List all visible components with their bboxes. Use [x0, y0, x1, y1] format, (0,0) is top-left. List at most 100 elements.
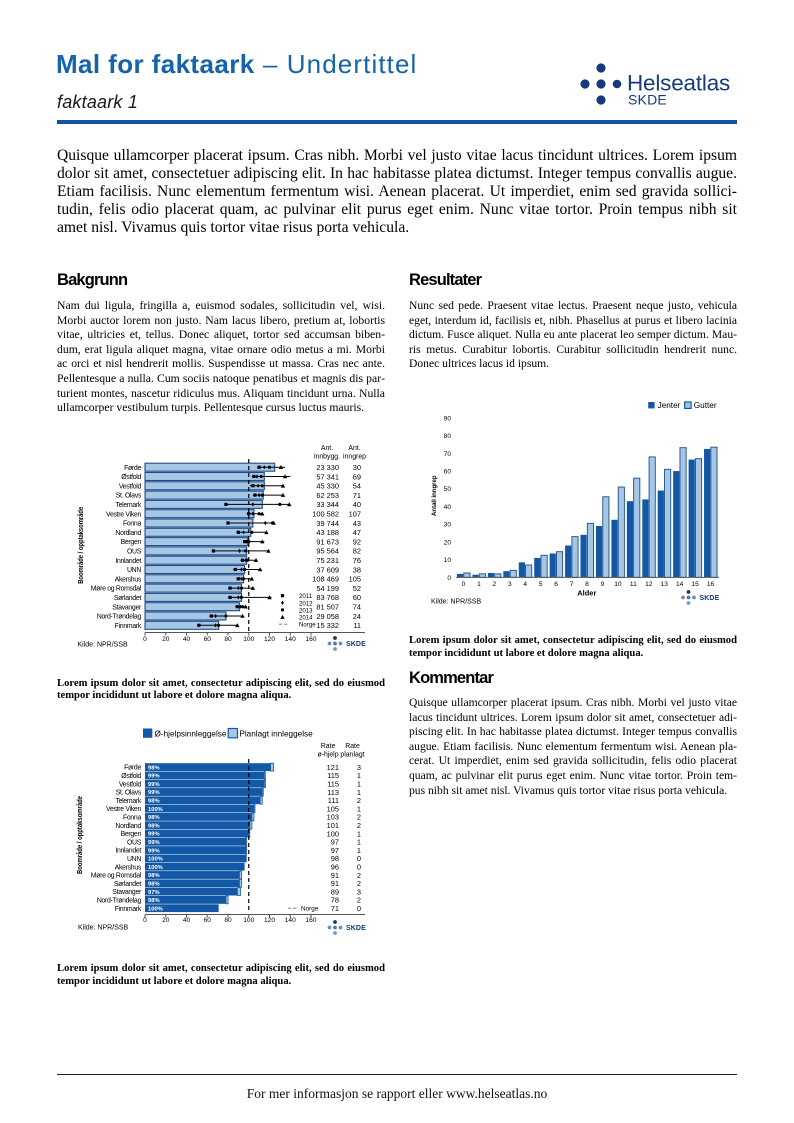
svg-text:Østfold: Østfold — [121, 474, 141, 481]
svg-text:1: 1 — [357, 829, 361, 838]
svg-text:97: 97 — [331, 838, 339, 847]
svg-text:80: 80 — [224, 917, 232, 924]
svg-text:Jenter: Jenter — [658, 401, 681, 410]
svg-text:98: 98 — [331, 854, 339, 863]
svg-text:1: 1 — [357, 780, 361, 789]
svg-text:Bergen: Bergen — [121, 831, 142, 838]
svg-text:74: 74 — [353, 603, 361, 612]
svg-text:SKDE: SKDE — [628, 92, 667, 108]
svg-text:30: 30 — [353, 463, 361, 472]
svg-text:91: 91 — [331, 879, 339, 888]
svg-text:Førde: Førde — [124, 765, 141, 772]
svg-text:8: 8 — [585, 581, 589, 588]
svg-text:UNN: UNN — [127, 856, 141, 863]
svg-text:97: 97 — [331, 846, 339, 855]
svg-text:ø-hjelp: ø-hjelp — [317, 752, 338, 759]
svg-text:37 609: 37 609 — [316, 565, 339, 574]
svg-text:2: 2 — [357, 796, 361, 805]
svg-text:Møre og Romsdal: Møre og Romsdal — [91, 586, 142, 593]
svg-text:Rate: Rate — [321, 743, 336, 750]
svg-text:Kilde: NPR/SSB: Kilde: NPR/SSB — [431, 598, 482, 605]
svg-text:160: 160 — [305, 917, 316, 924]
svg-text:60: 60 — [204, 636, 212, 643]
svg-text:95 564: 95 564 — [316, 547, 339, 556]
svg-text:0: 0 — [357, 863, 361, 872]
svg-text:99%: 99% — [148, 790, 160, 796]
svg-text:Fonna: Fonna — [123, 815, 142, 822]
svg-text:Førde: Førde — [124, 465, 141, 472]
svg-text:99%: 99% — [148, 840, 160, 846]
svg-text:3: 3 — [357, 887, 361, 896]
svg-text:16: 16 — [707, 581, 715, 588]
svg-text:100: 100 — [243, 636, 254, 643]
svg-text:Ant.: Ant. — [348, 445, 360, 452]
svg-text:Møre og Romsdal: Møre og Romsdal — [91, 873, 142, 880]
svg-text:UNN: UNN — [127, 567, 141, 574]
svg-text:100 582: 100 582 — [312, 510, 339, 519]
svg-text:23 330: 23 330 — [316, 463, 339, 472]
svg-text:0: 0 — [357, 854, 361, 863]
svg-text:Østfold: Østfold — [121, 773, 141, 780]
svg-text:Helseatlas: Helseatlas — [627, 71, 730, 96]
svg-text:2014: 2014 — [299, 615, 313, 622]
svg-text:Telemark: Telemark — [115, 798, 141, 805]
svg-text:80: 80 — [224, 636, 232, 643]
svg-text:90: 90 — [444, 415, 452, 422]
svg-text:62 253: 62 253 — [316, 491, 339, 500]
svg-text:1: 1 — [477, 581, 481, 588]
svg-text:89: 89 — [331, 887, 339, 896]
svg-text:20: 20 — [162, 917, 170, 924]
svg-text:140: 140 — [285, 636, 296, 643]
svg-text:69: 69 — [353, 472, 361, 481]
svg-text:St. Olavs: St. Olavs — [116, 493, 142, 500]
svg-text:92: 92 — [353, 537, 361, 546]
svg-text:100%: 100% — [148, 865, 163, 871]
svg-text:99%: 99% — [148, 774, 160, 780]
svg-text:140: 140 — [285, 917, 296, 924]
svg-text:3: 3 — [508, 581, 512, 588]
svg-text:0: 0 — [357, 904, 361, 913]
svg-text:99%: 99% — [148, 848, 160, 854]
svg-text:Akershus: Akershus — [115, 576, 142, 583]
svg-text:98%: 98% — [148, 882, 160, 888]
svg-text:54: 54 — [353, 482, 361, 491]
svg-text:99%: 99% — [148, 832, 160, 838]
svg-text:Vestfold: Vestfold — [119, 781, 142, 788]
svg-text:71: 71 — [353, 491, 361, 500]
svg-text:71: 71 — [331, 904, 339, 913]
svg-text:111: 111 — [328, 796, 339, 805]
svg-text:96: 96 — [331, 863, 339, 872]
svg-text:43 188: 43 188 — [316, 528, 339, 537]
svg-text:14: 14 — [676, 581, 684, 588]
svg-text:70: 70 — [444, 451, 452, 458]
svg-text:29 058: 29 058 — [316, 612, 339, 621]
svg-text:0: 0 — [462, 581, 466, 588]
svg-text:2012: 2012 — [299, 600, 313, 607]
svg-text:Vestfold: Vestfold — [119, 483, 142, 490]
svg-text:105: 105 — [327, 804, 339, 813]
svg-text:Nord-Trøndelag: Nord-Trøndelag — [97, 898, 142, 905]
svg-text:33 344: 33 344 — [316, 500, 339, 509]
svg-text:Gutter: Gutter — [694, 401, 717, 410]
svg-text:80: 80 — [444, 433, 452, 440]
svg-text:Akershus: Akershus — [115, 864, 142, 871]
svg-text:Bergen: Bergen — [121, 539, 142, 546]
svg-text:40: 40 — [353, 500, 361, 509]
svg-text:SKDE: SKDE — [346, 925, 366, 932]
svg-text:Norge: Norge — [299, 622, 316, 629]
svg-text:100%: 100% — [148, 807, 163, 813]
svg-text:81 507: 81 507 — [316, 603, 339, 612]
svg-text:98%: 98% — [148, 873, 160, 879]
svg-text:Innlandet: Innlandet — [115, 558, 141, 565]
svg-text:101: 101 — [327, 821, 339, 830]
svg-text:40: 40 — [183, 917, 191, 924]
svg-text:planlagt: planlagt — [340, 752, 364, 759]
svg-text:2011: 2011 — [299, 593, 313, 600]
svg-text:9: 9 — [601, 581, 605, 588]
svg-text:Nord-Trøndelag: Nord-Trøndelag — [97, 614, 142, 621]
svg-text:24: 24 — [353, 612, 361, 621]
svg-text:Nordland: Nordland — [115, 530, 141, 537]
svg-text:innbygg.: innbygg. — [314, 454, 340, 461]
svg-text:76: 76 — [353, 556, 361, 565]
svg-text:inngrep: inngrep — [343, 454, 366, 461]
